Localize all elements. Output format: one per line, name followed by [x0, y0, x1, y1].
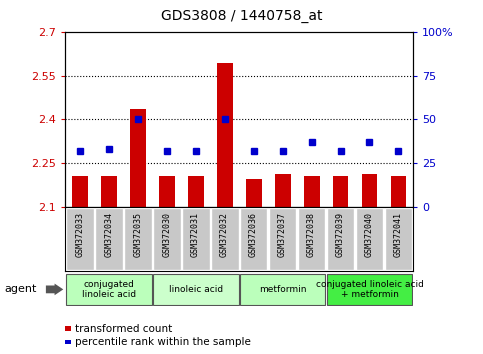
Bar — [327, 209, 355, 269]
Text: percentile rank within the sample: percentile rank within the sample — [75, 337, 251, 347]
Text: GSM372033: GSM372033 — [75, 212, 84, 257]
Bar — [182, 209, 210, 269]
Bar — [66, 274, 152, 305]
Text: GSM372035: GSM372035 — [133, 212, 142, 257]
Bar — [269, 209, 297, 269]
Text: GSM372034: GSM372034 — [104, 212, 113, 257]
Bar — [361, 173, 378, 207]
Text: conjugated
linoleic acid: conjugated linoleic acid — [82, 280, 136, 299]
Bar — [153, 274, 239, 305]
Bar — [304, 176, 320, 207]
Bar — [240, 274, 326, 305]
Text: GSM372040: GSM372040 — [365, 212, 374, 257]
Bar — [240, 209, 268, 269]
Bar — [71, 176, 88, 207]
Text: conjugated linoleic acid
+ metformin: conjugated linoleic acid + metformin — [315, 280, 424, 299]
Text: linoleic acid: linoleic acid — [169, 285, 223, 294]
Bar — [391, 176, 407, 207]
Bar — [327, 274, 412, 305]
Bar — [246, 179, 262, 207]
Text: GSM372032: GSM372032 — [220, 212, 229, 257]
Text: metformin: metformin — [259, 285, 306, 294]
Bar — [333, 176, 349, 207]
Text: GDS3808 / 1440758_at: GDS3808 / 1440758_at — [161, 9, 322, 23]
Text: agent: agent — [5, 284, 37, 295]
Bar — [129, 109, 146, 207]
Text: GSM372036: GSM372036 — [249, 212, 258, 257]
Bar — [101, 176, 117, 207]
Bar — [216, 63, 233, 207]
Text: GSM372041: GSM372041 — [394, 212, 403, 257]
Bar — [188, 176, 204, 207]
Text: GSM372038: GSM372038 — [307, 212, 316, 257]
Bar — [275, 173, 291, 207]
Bar — [158, 176, 175, 207]
Bar — [211, 209, 239, 269]
Text: GSM372039: GSM372039 — [336, 212, 345, 257]
Text: GSM372037: GSM372037 — [278, 212, 287, 257]
Bar — [124, 209, 152, 269]
Text: transformed count: transformed count — [75, 324, 172, 333]
Text: GSM372030: GSM372030 — [162, 212, 171, 257]
Bar — [384, 209, 412, 269]
Bar — [95, 209, 123, 269]
Text: GSM372031: GSM372031 — [191, 212, 200, 257]
Bar — [355, 209, 384, 269]
Bar — [153, 209, 181, 269]
Bar — [66, 209, 94, 269]
Bar — [298, 209, 326, 269]
